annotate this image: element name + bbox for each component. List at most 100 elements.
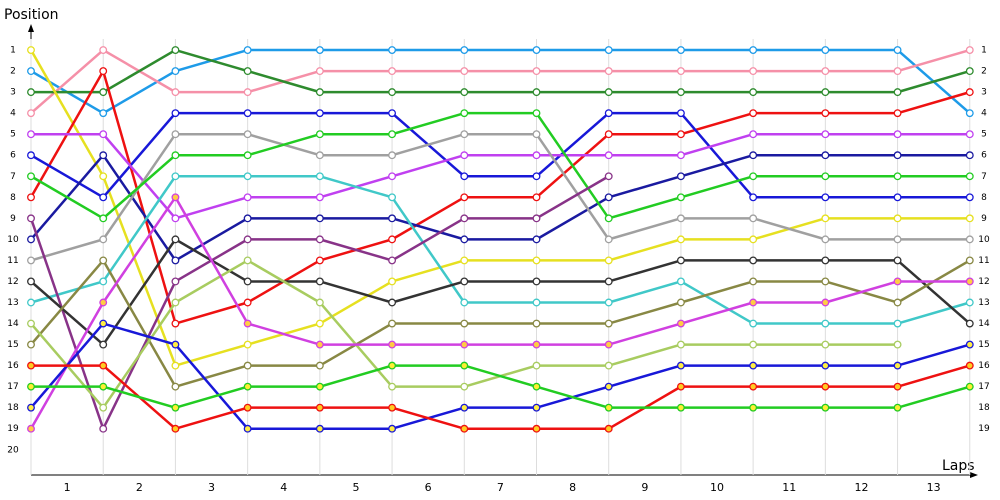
y-tick-label: 4 — [10, 109, 16, 119]
y2-tick-label: 9 — [981, 214, 987, 224]
marker — [388, 277, 397, 286]
series-line — [31, 364, 971, 430]
marker — [243, 67, 252, 76]
marker — [749, 109, 758, 118]
series-line — [30, 48, 971, 115]
series-line — [30, 175, 971, 325]
y2-tick-label: 4 — [981, 109, 987, 119]
marker — [532, 298, 541, 307]
marker — [676, 403, 685, 412]
marker — [99, 277, 108, 286]
marker — [604, 403, 613, 412]
series-line — [30, 132, 970, 262]
marker — [821, 298, 830, 307]
marker — [532, 130, 541, 139]
marker — [99, 298, 108, 307]
marker — [965, 67, 974, 76]
x-tick-label: 11 — [782, 481, 796, 494]
y-tick-label: 11 — [7, 256, 18, 266]
marker — [965, 256, 974, 265]
marker — [893, 67, 902, 76]
marker — [604, 88, 613, 97]
marker — [171, 235, 180, 244]
marker — [821, 256, 830, 265]
y2-tick-label: 5 — [981, 130, 987, 140]
marker — [460, 130, 469, 139]
marker — [243, 298, 252, 307]
marker — [171, 172, 180, 181]
marker — [604, 298, 613, 307]
marker — [965, 277, 974, 286]
y-axis-label: Position — [4, 7, 59, 23]
marker — [676, 109, 685, 118]
marker — [749, 214, 758, 223]
marker — [315, 88, 324, 97]
marker — [532, 193, 541, 202]
y-tick-label: 9 — [10, 214, 16, 224]
marker — [532, 46, 541, 54]
marker — [315, 172, 324, 181]
marker — [315, 151, 324, 160]
marker — [27, 151, 35, 160]
x-tick-label: 9 — [641, 481, 648, 494]
marker — [604, 46, 613, 54]
marker — [532, 319, 541, 328]
marker — [99, 403, 108, 412]
marker — [821, 277, 830, 286]
series-line — [29, 49, 970, 367]
y2-tick-label: 1 — [981, 46, 987, 56]
y2-tick-label: 10 — [978, 235, 990, 245]
marker — [821, 403, 830, 412]
marker — [460, 109, 469, 118]
marker — [532, 235, 541, 244]
y-tick-label: 10 — [7, 235, 19, 245]
marker — [27, 403, 35, 412]
x-tick-label: 8 — [569, 481, 576, 494]
marker — [315, 361, 324, 370]
marker — [532, 382, 541, 391]
marker — [243, 130, 252, 139]
x-tick-label: 5 — [352, 481, 359, 494]
marker — [99, 361, 108, 370]
marker — [676, 151, 685, 160]
marker — [604, 424, 613, 433]
marker — [965, 46, 974, 54]
marker — [388, 193, 397, 202]
marker — [676, 277, 685, 286]
marker — [388, 130, 397, 139]
marker — [821, 340, 830, 349]
marker — [749, 319, 758, 328]
marker — [749, 403, 758, 412]
marker — [604, 214, 613, 223]
marker — [460, 46, 469, 54]
marker — [676, 67, 685, 76]
marker — [171, 361, 180, 370]
marker — [676, 361, 685, 370]
y-tick-label: 14 — [7, 319, 19, 329]
marker — [99, 46, 108, 54]
marker — [99, 130, 108, 139]
series-line — [30, 153, 970, 262]
marker — [460, 193, 469, 202]
marker — [243, 151, 252, 160]
marker — [243, 109, 252, 118]
marker — [388, 298, 397, 307]
y2-tick-label: 6 — [981, 151, 987, 161]
marker — [604, 151, 613, 160]
marker — [243, 277, 252, 286]
marker — [460, 319, 469, 328]
marker — [388, 340, 397, 349]
marker — [315, 340, 324, 349]
marker — [460, 151, 469, 160]
y2-tick-label: 16 — [978, 361, 990, 371]
marker — [893, 88, 902, 97]
marker — [99, 151, 108, 160]
marker — [893, 319, 902, 328]
marker — [315, 109, 324, 118]
marker — [676, 214, 685, 223]
marker — [676, 340, 685, 349]
y-tick-label: 6 — [10, 151, 16, 161]
marker — [532, 277, 541, 286]
marker — [893, 235, 902, 244]
marker — [532, 88, 541, 97]
